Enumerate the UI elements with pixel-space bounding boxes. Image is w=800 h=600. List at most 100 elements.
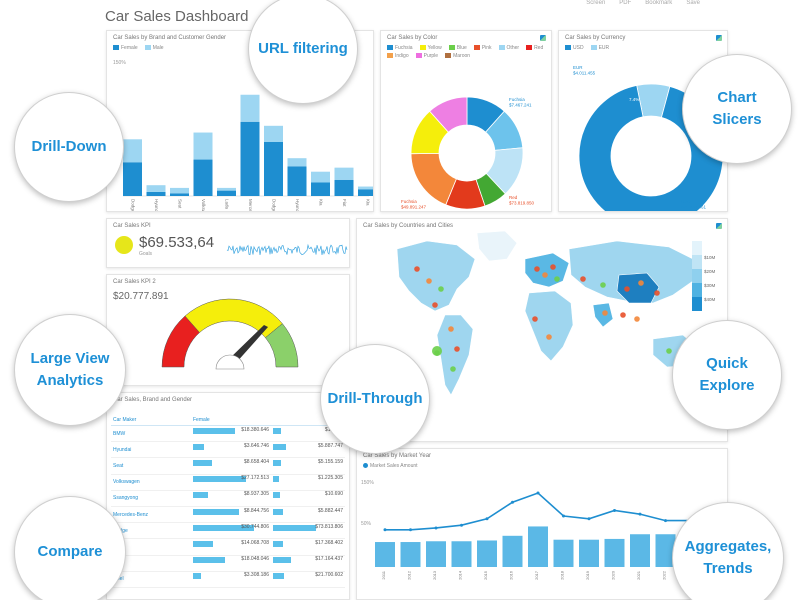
city-marker	[550, 264, 556, 270]
panel-title: Car Sales KPI 2	[113, 279, 156, 285]
x-tick-label: Hyundai	[154, 199, 159, 212]
brand-gender-chart[interactable]: 150% Dodge Hyundai Seat Volkswagen Lada Merce…	[107, 31, 374, 212]
x-tick-label: 2019	[585, 570, 590, 580]
legend-item: Pink	[473, 45, 492, 51]
chart-type-icon[interactable]	[716, 223, 722, 229]
table-row[interactable]: Hyundai $3.646.746 $5.887.747	[111, 441, 345, 459]
callout-aggregates: Aggregates, Trends	[672, 502, 784, 600]
x-tick-label: 2015	[483, 570, 488, 580]
col-header-car-maker[interactable]: Car Maker	[111, 415, 191, 426]
slice-label: Fuchsia	[509, 97, 525, 102]
map-region-north-america	[396, 240, 476, 312]
map-region-africa	[524, 290, 574, 362]
table-row[interactable]: Ssangyong $8.937.305 $10.690	[111, 490, 345, 507]
female-sales-cell: $3.646.746	[191, 441, 271, 459]
kpi-panel: Car Sales KPI $69.533,64 Goals	[106, 218, 350, 268]
legend-female[interactable]: Female	[113, 45, 138, 51]
map-region-greenland	[476, 230, 518, 262]
city-marker	[602, 310, 608, 316]
car-maker-cell[interactable]: BMW	[111, 425, 191, 443]
map-region-asia	[568, 240, 698, 304]
table-row[interactable]: Seat $8.658.404 $5.155.159	[111, 457, 345, 475]
map-scale-label: $30M	[704, 283, 716, 288]
bookmark-button[interactable]: Bookmark	[645, 0, 673, 6]
table-row[interactable]: Lada$18.048.046$17.164.437	[111, 555, 345, 572]
city-marker	[554, 276, 560, 282]
trend-point	[562, 514, 565, 518]
color-donut-chart[interactable]: Fuchsia$7.467.241Red$73.819.850Fuchsia$4…	[381, 31, 552, 212]
map-region-europe	[524, 252, 570, 288]
table-row[interactable]: Volkswagen $27.172.513 $1.225.305	[111, 474, 345, 491]
male-sales-cell: $5.155.159	[271, 457, 345, 475]
map-region-china	[616, 272, 660, 304]
year-bar	[579, 539, 599, 567]
legend-item: Purple	[415, 53, 438, 59]
bar-male	[217, 187, 236, 191]
city-marker	[414, 266, 420, 272]
male-sales-cell: $10.690	[271, 490, 345, 507]
screen-button[interactable]: Screen	[586, 0, 606, 6]
car-maker-cell[interactable]: Hyundai	[111, 441, 191, 459]
kpi-sparkline	[226, 243, 348, 256]
pdf-button[interactable]: PDF	[619, 0, 632, 6]
chart-type-icon[interactable]	[540, 35, 546, 41]
map-scale-swatch	[692, 255, 702, 269]
page-title: Car Sales Dashboard	[105, 8, 249, 25]
panel-title: Car Sales by Color	[387, 35, 438, 41]
year-bar	[553, 539, 574, 567]
callout-compare: Compare	[14, 496, 126, 600]
legend-item: Red	[526, 45, 543, 51]
trend-point	[383, 528, 387, 532]
kpi2-value: $20.777.891	[113, 291, 169, 302]
legend-item: Yellow	[419, 45, 442, 51]
bar-male	[193, 132, 213, 160]
map-scale-swatch	[692, 269, 702, 283]
trend-point	[511, 500, 514, 504]
female-sales-cell: $27.172.513	[191, 474, 271, 491]
year-bar	[630, 534, 650, 567]
female-sales-cell: $18.048.046	[191, 555, 271, 572]
table-row[interactable]: Mercedes-Benz $8.844.756 $5.882.447	[111, 506, 345, 524]
legend-item: Blue	[448, 45, 467, 51]
bar-male	[146, 185, 166, 192]
kpi2-panel: Car Sales KPI 2 $20.777.891	[106, 274, 350, 386]
year-bar	[451, 541, 472, 567]
year-bar	[375, 542, 395, 567]
x-tick-label: Seat	[178, 199, 183, 209]
legend-male[interactable]: Male	[144, 45, 164, 51]
city-marker	[454, 346, 460, 352]
x-tick-label: 2017	[534, 570, 539, 580]
chart-type-icon[interactable]	[716, 35, 722, 41]
year-bar	[400, 542, 421, 567]
car-maker-cell[interactable]: Ssangyong	[111, 490, 191, 507]
col-header-female[interactable]: Female	[191, 415, 271, 426]
x-tick-label: 2014	[458, 570, 463, 580]
table-row[interactable]: Opel$3.308.186$21.700.602	[111, 571, 345, 588]
city-marker	[600, 282, 606, 288]
slice-label: $49.891.247	[401, 205, 427, 210]
x-tick-label: 2013	[432, 570, 437, 580]
car-maker-cell[interactable]: Seat	[111, 457, 191, 475]
car-maker-cell[interactable]: Volkswagen	[111, 474, 191, 491]
car-maker-cell[interactable]: Opel	[111, 571, 191, 588]
table-row[interactable]: Kia$14.068.708$17.368.402	[111, 538, 345, 556]
callout-drill-down: Drill-Down	[14, 92, 124, 202]
legend-item: Maroon	[445, 53, 470, 59]
table-row[interactable]: Dodge$30.744.806$73.813.806	[111, 522, 345, 540]
female-sales-cell: $30.744.806	[191, 522, 271, 540]
callout-large-view: Large View Analytics	[14, 314, 126, 426]
market-year-chart[interactable]: 150% 50% 2011 2012 2013 2014 2015 2016 2017 201…	[357, 449, 728, 600]
city-marker	[546, 334, 552, 340]
slice-label-eur: EUR	[573, 65, 583, 70]
map-scale-swatch	[692, 241, 702, 255]
car-maker-cell[interactable]: Mercedes-Benz	[111, 506, 191, 524]
kpi-gauge[interactable]	[107, 275, 350, 386]
trend-line	[385, 492, 691, 531]
gauge-hub	[215, 354, 245, 370]
legend-item: Indigo	[387, 53, 409, 59]
table-row[interactable]: BMW$18.380.646$10.893	[111, 425, 345, 443]
map-scale-label: $10M	[704, 255, 716, 260]
save-button[interactable]: Save	[686, 0, 700, 6]
panel-title: Car Sales by Market Year	[363, 453, 432, 459]
x-tick-label: Lada	[225, 199, 230, 210]
